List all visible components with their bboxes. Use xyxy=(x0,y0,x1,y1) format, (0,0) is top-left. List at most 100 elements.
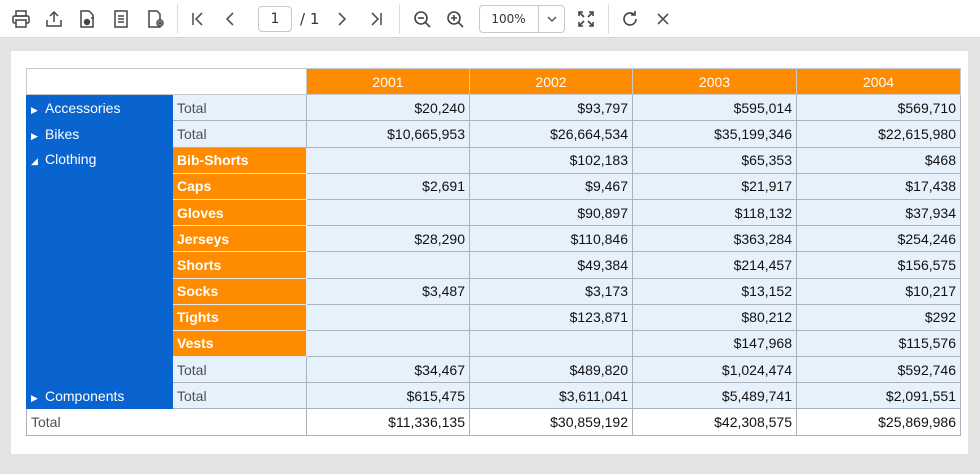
category-label: Components xyxy=(45,387,125,404)
parameters-icon[interactable] xyxy=(142,5,170,33)
value-cell: $20,240 xyxy=(306,94,470,122)
close-icon[interactable] xyxy=(650,5,676,33)
value-cell: $110,846 xyxy=(469,225,633,253)
category-bikes[interactable]: ▶ Bikes xyxy=(26,120,173,148)
zoom-out-icon[interactable] xyxy=(409,5,435,33)
header-blank-cell xyxy=(26,67,307,96)
expand-arrow-icon[interactable]: ▶ xyxy=(31,130,38,141)
value-cell: $569,710 xyxy=(796,94,961,122)
expand-arrow-icon[interactable]: ▶ xyxy=(31,392,38,403)
value-cell: $90,897 xyxy=(469,198,633,227)
value-cell: $30,859,192 xyxy=(469,408,633,436)
value-cell: $3,173 xyxy=(469,277,633,305)
subcategory-label: Caps xyxy=(172,172,307,200)
value-cell: $65,353 xyxy=(632,146,797,174)
value-cell: $26,664,534 xyxy=(469,120,633,148)
export-icon[interactable] xyxy=(41,5,67,33)
value-cell: $214,457 xyxy=(632,251,797,279)
category-clothing[interactable]: ◢ Clothing xyxy=(26,146,173,384)
value-cell: $254,246 xyxy=(796,225,961,253)
value-cell xyxy=(306,198,470,227)
value-cell: $93,797 xyxy=(469,94,633,122)
table-row: Socks $3,487 $3,173 $13,152 $10,217 xyxy=(27,277,961,305)
chevron-down-icon[interactable] xyxy=(539,6,565,32)
value-cell: $1,024,474 xyxy=(632,356,797,384)
document-map-icon[interactable] xyxy=(108,5,134,33)
value-cell: $80,212 xyxy=(632,303,797,331)
total-label: Total xyxy=(172,94,307,122)
category-label: Accessories xyxy=(45,99,121,116)
category-components[interactable]: ▶ Components xyxy=(26,382,173,410)
value-cell: $42,308,575 xyxy=(632,408,797,436)
value-cell: $595,014 xyxy=(632,94,797,122)
page-total-label: / 1 xyxy=(300,10,320,28)
category-accessories[interactable]: ▶ Accessories xyxy=(26,94,173,122)
value-cell: $11,336,135 xyxy=(306,408,470,436)
subcategory-label: Shorts xyxy=(172,251,307,279)
table-row: ▶ Components Total $615,475 $3,611,041 $5… xyxy=(26,382,961,410)
collapse-arrow-icon[interactable]: ◢ xyxy=(31,155,38,166)
value-cell: $34,467 xyxy=(306,356,470,384)
subcategory-label: Vests xyxy=(172,329,307,358)
toolbar-separator xyxy=(608,4,609,34)
value-cell: $17,438 xyxy=(796,172,961,200)
value-cell: $13,152 xyxy=(632,277,797,305)
value-cell: $9,467 xyxy=(469,172,633,200)
first-page-icon[interactable] xyxy=(185,5,211,33)
value-cell: $363,284 xyxy=(632,225,797,253)
fit-page-icon[interactable] xyxy=(573,5,599,33)
value-cell: $292 xyxy=(796,303,961,331)
value-cell: $489,820 xyxy=(469,356,633,384)
zoom-in-icon[interactable] xyxy=(442,5,468,33)
zoom-value: 100% xyxy=(491,12,526,26)
table-row: Shorts $49,384 $214,457 $156,575 xyxy=(27,251,961,279)
value-cell: $156,575 xyxy=(796,251,961,279)
value-cell: $49,384 xyxy=(469,251,633,279)
total-label: Total xyxy=(172,382,307,410)
previous-page-icon[interactable] xyxy=(217,5,243,33)
value-cell: $25,869,986 xyxy=(796,408,961,436)
value-cell: $115,576 xyxy=(796,329,961,358)
print-icon[interactable] xyxy=(8,5,34,33)
value-cell: $3,611,041 xyxy=(469,382,633,410)
table-row: Caps $2,691 $9,467 $21,917 $17,438 xyxy=(27,172,961,200)
edit-report-icon[interactable] xyxy=(74,5,100,33)
zoom-select[interactable]: 100% xyxy=(479,5,565,33)
subcategory-label: Jerseys xyxy=(172,225,307,253)
grand-total-label: Total xyxy=(26,408,307,436)
value-cell: $37,934 xyxy=(796,198,961,227)
subcategory-label: Socks xyxy=(172,277,307,305)
next-page-icon[interactable] xyxy=(329,5,355,33)
value-cell: $118,132 xyxy=(632,198,797,227)
last-page-icon[interactable] xyxy=(363,5,389,33)
value-cell: $5,489,741 xyxy=(632,382,797,410)
grand-total-row: Total $11,336,135 $30,859,192 $42,308,57… xyxy=(26,408,961,436)
table-row: Tights $123,871 $80,212 $292 xyxy=(27,303,961,331)
table-row: ▶ Accessories Total $20,240 $93,797 $595,… xyxy=(26,94,961,122)
value-cell: $592,746 xyxy=(796,356,961,384)
page-number-input[interactable]: 1 xyxy=(258,6,292,32)
year-header: 2004 xyxy=(796,67,961,96)
report-viewer-toolbar: 1 / 1 100% xyxy=(0,0,980,38)
expand-arrow-icon[interactable]: ▶ xyxy=(31,104,38,115)
value-cell: $615,475 xyxy=(306,382,470,410)
value-cell: $22,615,980 xyxy=(796,120,961,148)
value-cell xyxy=(306,303,470,331)
total-label: Total xyxy=(172,120,307,148)
value-cell xyxy=(306,329,470,358)
value-cell: $102,183 xyxy=(469,146,633,174)
table-row: ◢ Clothing Bib-Shorts $102,183 $65,353 $4… xyxy=(26,146,961,384)
value-cell: $35,199,346 xyxy=(632,120,797,148)
value-cell: $2,691 xyxy=(306,172,470,200)
value-cell xyxy=(469,329,633,358)
refresh-icon[interactable] xyxy=(617,5,643,33)
total-label: Total xyxy=(172,356,307,384)
year-header: 2002 xyxy=(469,67,633,96)
pivot-grid: 2001 2002 2003 2004 ▶ Accessories Total $… xyxy=(26,67,961,436)
toolbar-separator xyxy=(177,4,178,34)
header-row: 2001 2002 2003 2004 xyxy=(26,67,961,96)
value-cell: $147,968 xyxy=(632,329,797,358)
table-row: Vests $147,968 $115,576 xyxy=(27,329,961,358)
value-cell: $2,091,551 xyxy=(796,382,961,410)
value-cell xyxy=(306,251,470,279)
